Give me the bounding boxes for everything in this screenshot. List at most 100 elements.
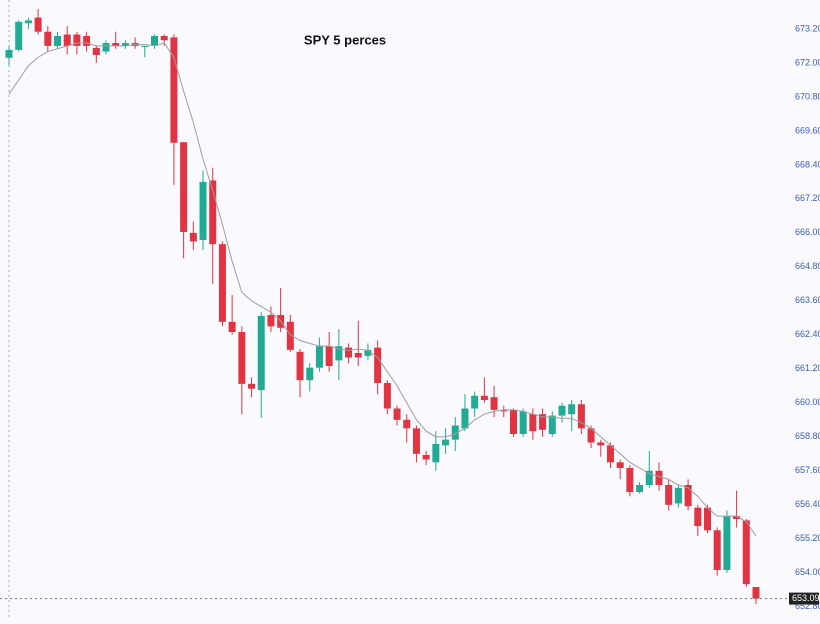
candle-body [684, 485, 692, 507]
candle-body [364, 349, 372, 356]
candle-body [170, 37, 178, 143]
candle-body [393, 408, 401, 420]
candle-body [539, 414, 547, 430]
candle-body [24, 20, 32, 24]
candle-body [742, 520, 750, 585]
y-tick-label: 663.60 [795, 295, 820, 305]
y-tick-label: 661.20 [795, 363, 820, 373]
candle-body [645, 470, 653, 486]
candle-body [703, 507, 711, 531]
candle-body [655, 470, 663, 486]
candle-body [112, 43, 120, 46]
last-price-label: 653.09 [792, 593, 820, 603]
candle-body [480, 395, 488, 401]
candle-body [325, 346, 333, 367]
candle-body [374, 347, 382, 384]
y-tick-label: 652.80 [795, 601, 820, 611]
y-tick-label: 672.00 [795, 57, 820, 67]
candle-body [238, 332, 246, 384]
y-tick-label: 664.80 [795, 261, 820, 271]
candle-body [733, 516, 741, 519]
candle-body [5, 49, 13, 58]
candle-body [713, 530, 721, 570]
y-tick-label: 673.20 [795, 23, 820, 33]
candle-body [587, 428, 595, 443]
candle-body [102, 43, 110, 52]
candle-body [151, 35, 159, 46]
candle-body [636, 485, 644, 493]
candle-body [345, 347, 353, 358]
candle-body [432, 443, 440, 463]
candle-body [451, 425, 459, 440]
candle-body [383, 383, 391, 409]
candle-body [228, 321, 236, 333]
candle-body [306, 367, 314, 381]
candle-body [141, 45, 149, 47]
candle-body [15, 21, 23, 50]
y-tick-label: 654.00 [795, 567, 820, 577]
candle-body [248, 383, 256, 389]
candle-body [160, 35, 168, 41]
y-tick-label: 658.80 [795, 431, 820, 441]
candle-body [209, 180, 217, 245]
candle-body [296, 351, 304, 381]
candle-body [568, 404, 576, 415]
candle-body [121, 43, 129, 46]
candle-body [529, 414, 537, 432]
candle-body [180, 142, 188, 233]
candle-body [442, 439, 450, 446]
y-tick-label: 657.60 [795, 465, 820, 475]
y-tick-label: 667.20 [795, 193, 820, 203]
candle-body [189, 232, 197, 242]
candle-body [315, 346, 323, 368]
candle-body [92, 47, 100, 55]
y-tick-label: 656.40 [795, 499, 820, 509]
y-tick-label: 662.40 [795, 329, 820, 339]
candle-body [34, 17, 42, 32]
candle-body [54, 35, 62, 46]
candle-body [461, 408, 469, 429]
candle-body [257, 315, 265, 391]
candle-body [335, 346, 343, 361]
candle-body [500, 409, 508, 412]
candle-body [73, 34, 81, 46]
candle-body [83, 35, 91, 46]
candle-body [665, 485, 673, 505]
candle-body [354, 352, 362, 358]
candle-body [723, 516, 731, 570]
candle-body [509, 409, 517, 435]
y-tick-label: 660.00 [795, 397, 820, 407]
candle-body [63, 34, 71, 46]
chart-title: SPY 5 perces [304, 32, 386, 47]
candle-body [616, 462, 624, 469]
candle-body [597, 442, 605, 446]
candle-body [490, 397, 498, 410]
candle-body [44, 31, 52, 46]
candle-body [694, 507, 702, 527]
candle-body [606, 445, 614, 463]
candle-body [674, 487, 682, 504]
candle-body [218, 244, 226, 322]
y-tick-label: 669.60 [795, 125, 820, 135]
candle-body [412, 428, 420, 454]
candle-body [626, 468, 634, 493]
candle-body [558, 405, 566, 416]
candle-body [267, 315, 275, 327]
candle-body [548, 415, 556, 435]
candle-body [752, 586, 760, 599]
candle-body [577, 404, 585, 429]
last-price-box [789, 592, 819, 605]
candle-body [403, 419, 411, 429]
y-tick-label: 655.20 [795, 533, 820, 543]
candle-body [199, 181, 207, 240]
moving-average [8, 42, 757, 537]
candle-body [422, 454, 430, 460]
candle-body [519, 411, 527, 435]
y-tick-label: 666.00 [795, 227, 820, 237]
y-tick-label: 670.80 [795, 91, 820, 101]
candle-body [471, 395, 479, 409]
y-tick-label: 668.40 [795, 159, 820, 169]
candle-body [286, 321, 294, 350]
